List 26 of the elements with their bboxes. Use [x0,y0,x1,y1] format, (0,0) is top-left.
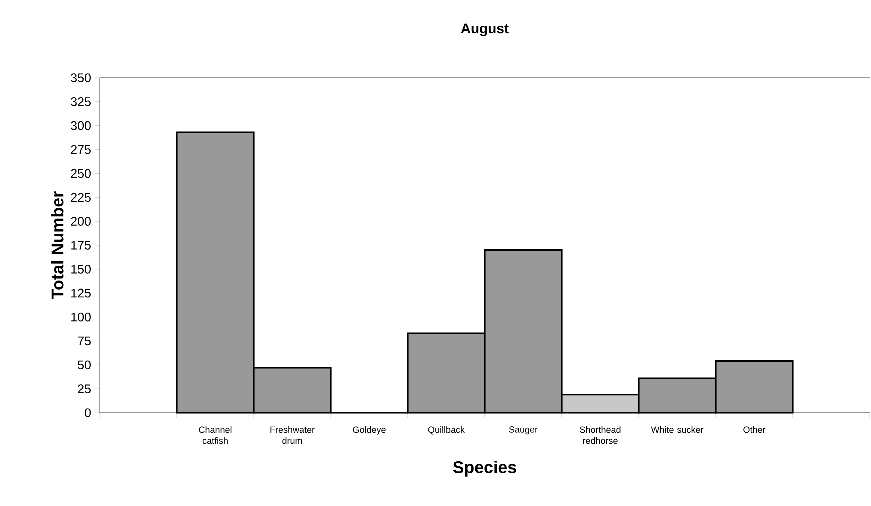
y-axis-title: Total Number [51,192,64,300]
x-tick-label: Sauger [509,426,538,435]
y-tick-label: 200 [71,217,91,226]
x-tick-label: Goldeye [353,426,386,435]
y-tick-label: 125 [72,288,91,298]
y-tick-label: 175 [72,241,91,250]
x-tick-label: Other [744,426,766,434]
x-axis-title: Species [453,461,516,477]
x-tick-label: Channel catfish [199,426,232,444]
y-tick-label: 25 [78,384,91,394]
y-tick-label: 150 [72,265,91,274]
y-tick-label: 75 [78,336,91,346]
x-tick-label: White sucker [651,426,704,434]
y-tick-label: 250 [71,169,91,178]
x-tick-label: Quillback [428,426,466,435]
y-tick-label: 300 [71,121,91,130]
x-tick-label: Shorthead redhorse [580,426,621,444]
y-tick-label: 275 [71,145,91,154]
chart-title: August [461,24,509,36]
y-tick-label: 225 [71,193,91,202]
y-tick-label: 50 [78,360,91,370]
x-tick-label: Freshwater drum [270,426,315,444]
y-tick-label: 325 [71,98,91,106]
y-tick-label: 100 [72,312,91,322]
y-tick-label: 350 [71,74,91,82]
y-tick-label: 0 [85,408,91,418]
